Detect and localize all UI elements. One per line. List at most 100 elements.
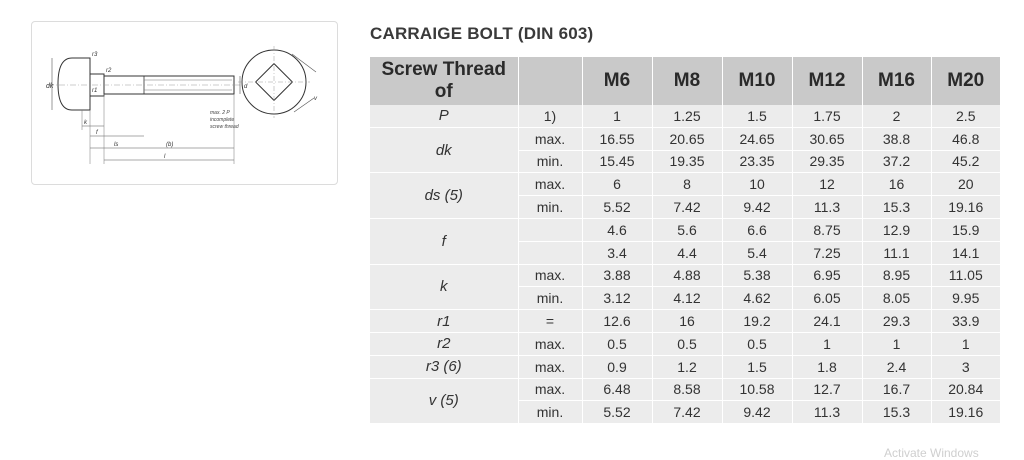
- value-cell: 5.38: [721, 264, 792, 288]
- value-cell: 12.7: [791, 378, 862, 402]
- value-cell: 6.48: [581, 378, 652, 402]
- param-name: r2: [370, 332, 518, 356]
- value-cell: 4.62: [721, 286, 792, 311]
- value-cell: 7.42: [651, 195, 722, 219]
- qualifier-cell: max.: [517, 264, 582, 288]
- value-cell: 5.52: [581, 400, 652, 425]
- table-row: min. 5.52 7.42 9.42 11.3 15.3 19.16: [370, 400, 1000, 425]
- value-cell: 4.6: [581, 218, 652, 242]
- value-cell: 11.3: [791, 400, 862, 425]
- value-cell: 5.6: [651, 218, 722, 242]
- value-cell: 20: [930, 172, 1000, 197]
- value-cell: 10.58: [721, 378, 792, 402]
- value-cell: 2.5: [930, 105, 1000, 128]
- value-cell: 1.8: [791, 355, 862, 379]
- value-cell: 1.2: [651, 355, 722, 379]
- value-cell: 19.2: [721, 309, 792, 333]
- param-name: ds (5): [370, 172, 518, 219]
- value-cell: 6.05: [791, 286, 862, 311]
- value-cell: 0.5: [721, 332, 792, 356]
- table-row: r2 max. 0.5 0.5 0.5 1 1 1: [370, 332, 1000, 356]
- label-r3: r3: [92, 52, 98, 58]
- value-cell: 1: [930, 332, 1000, 356]
- value-cell: 12.6: [581, 309, 652, 333]
- table-row: r1 = 12.6 16 19.2 24.1 29.3 33.9: [370, 309, 1000, 333]
- header-size: M6: [581, 57, 652, 105]
- table-header-row: Screw Thread of M6 M8 M10 M12 M16 M20: [370, 57, 1000, 105]
- param-name: dk: [370, 127, 518, 174]
- qualifier-cell: min.: [517, 150, 582, 174]
- value-cell: 12.9: [861, 218, 931, 242]
- label-k: k: [84, 120, 88, 126]
- value-cell: 45.2: [930, 150, 1000, 174]
- value-cell: 3.12: [581, 286, 652, 311]
- label-d: d: [244, 84, 248, 90]
- value-cell: 11.3: [791, 195, 862, 219]
- header-size: M8: [651, 57, 722, 105]
- value-cell: 6.95: [791, 264, 862, 288]
- value-cell: 1.75: [791, 105, 862, 128]
- header-size: M20: [930, 57, 1000, 105]
- value-cell: 9.42: [721, 195, 792, 219]
- value-cell: 11.1: [861, 241, 931, 265]
- value-cell: 15.3: [861, 400, 931, 425]
- value-cell: 1.25: [651, 105, 722, 128]
- value-cell: 6.6: [721, 218, 792, 242]
- value-cell: 5.52: [581, 195, 652, 219]
- label-v: v: [314, 96, 318, 102]
- value-cell: 19.16: [930, 400, 1000, 425]
- value-cell: 23.35: [721, 150, 792, 174]
- value-cell: 15.9: [930, 218, 1000, 242]
- table-row: P 1) 1 1.25 1.5 1.75 2 2.5: [370, 105, 1000, 128]
- table-row: f 4.6 5.6 6.6 8.75 12.9 15.9: [370, 218, 1000, 265]
- bolt-head-outline: [57, 57, 91, 111]
- value-cell: 33.9: [930, 309, 1000, 333]
- value-cell: 5.4: [721, 241, 792, 265]
- value-cell: 1.5: [721, 105, 792, 128]
- value-cell: 20.84: [930, 378, 1000, 402]
- table-row: v (5) max. 6.48 8.58 10.58 12.7 16.7 20.84: [370, 378, 1000, 425]
- table-row: dk max. 16.55 20.65 24.65 30.65 38.8 46.8: [370, 127, 1000, 174]
- qualifier-cell: max.: [517, 127, 582, 151]
- label-r1: r1: [92, 88, 97, 94]
- qualifier-cell: [517, 241, 582, 265]
- value-cell: 4.88: [651, 264, 722, 288]
- qualifier-cell: min.: [517, 400, 582, 425]
- qualifier-cell: min.: [517, 286, 582, 311]
- value-cell: 8: [651, 172, 722, 197]
- header-size: M16: [861, 57, 931, 105]
- value-cell: 16: [861, 172, 931, 197]
- value-cell: 4.4: [651, 241, 722, 265]
- qualifier-cell: =: [517, 309, 582, 333]
- table-row: 3.4 4.4 5.4 7.25 11.1 14.1: [370, 241, 1000, 265]
- value-cell: 19.35: [651, 150, 722, 174]
- value-cell: 15.3: [861, 195, 931, 219]
- note-line-2: incomplete: [210, 117, 234, 123]
- param-name: r1: [370, 309, 518, 333]
- label-b: (b): [166, 142, 173, 148]
- value-cell: 24.1: [791, 309, 862, 333]
- value-cell: 8.05: [861, 286, 931, 311]
- table-row: min. 5.52 7.42 9.42 11.3 15.3 19.16: [370, 195, 1000, 219]
- value-cell: 9.95: [930, 286, 1000, 311]
- value-cell: 1.5: [721, 355, 792, 379]
- label-l: l: [164, 154, 166, 160]
- value-cell: 29.35: [791, 150, 862, 174]
- param-name: P: [370, 105, 518, 128]
- value-cell: 1: [861, 332, 931, 356]
- note-line-3: screw thread: [210, 124, 239, 130]
- qualifier-cell: [517, 218, 582, 242]
- qualifier-cell: 1): [517, 105, 582, 128]
- qualifier-cell: max.: [517, 355, 582, 379]
- activate-windows-watermark: Activate Windows: [884, 446, 979, 460]
- qualifier-cell: max.: [517, 332, 582, 356]
- qualifier-cell: min.: [517, 195, 582, 219]
- value-cell: 19.16: [930, 195, 1000, 219]
- value-cell: 24.65: [721, 127, 792, 151]
- value-cell: 30.65: [791, 127, 862, 151]
- value-cell: 16.7: [861, 378, 931, 402]
- value-cell: 7.42: [651, 400, 722, 425]
- header-size: M10: [721, 57, 792, 105]
- table-row: k max. 3.88 4.88 5.38 6.95 8.95 11.05: [370, 264, 1000, 311]
